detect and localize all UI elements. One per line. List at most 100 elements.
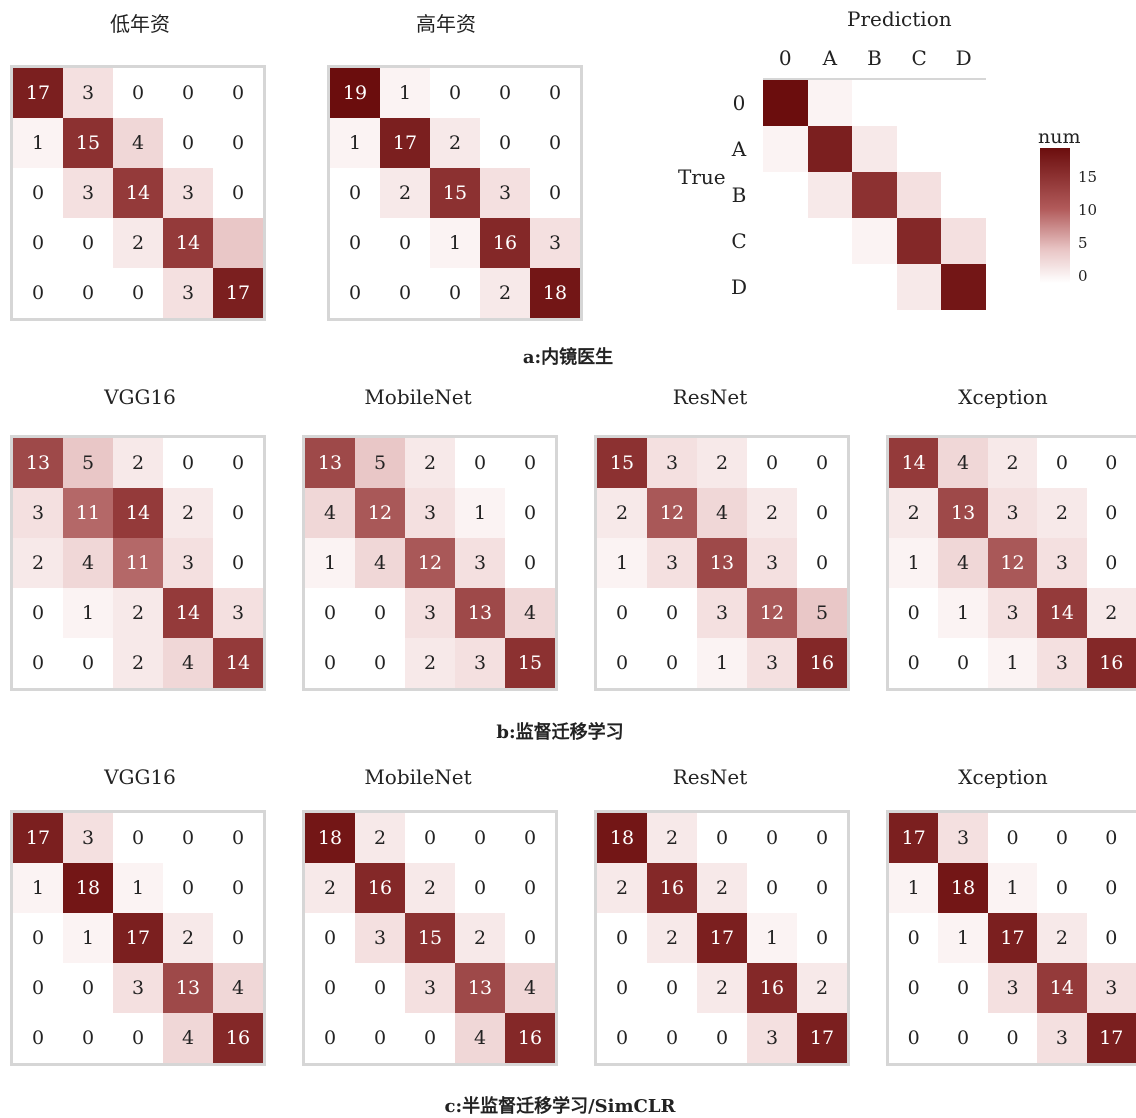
heatmap-cell: 0 — [1086, 813, 1136, 863]
heatmap-cell: 0 — [597, 1013, 647, 1063]
heatmap-cell: 0 — [213, 488, 263, 538]
heatmap-cell: 13 — [163, 963, 213, 1013]
heatmap-cell: 3 — [1037, 638, 1087, 688]
heatmap-cell: 0 — [530, 68, 580, 118]
heatmap-title: Xception — [958, 765, 1048, 789]
heatmap-cell: 14 — [113, 168, 163, 218]
heatmap-cell: 16 — [480, 218, 530, 268]
heatmap-cell: 3 — [13, 488, 63, 538]
heatmap-cell: 2 — [597, 863, 647, 913]
confusion-matrix-mobilenet-c: 18 2 0 0 0 2 16 2 0 0 0 3 15 2 0 0 0 3 13 4 0 0 0 4 16 — [302, 810, 558, 1066]
heatmap-cell: 0 — [305, 1013, 355, 1063]
heatmap-cell: 0 — [63, 963, 113, 1013]
heatmap-cell: 0 — [647, 638, 697, 688]
heatmap-cell: 14 — [213, 638, 263, 688]
heatmap-cell: 0 — [13, 218, 63, 268]
heatmap-cell: 3 — [1037, 538, 1087, 588]
heatmap-cell: 0 — [889, 1013, 939, 1063]
heatmap-cell: 14 — [163, 218, 213, 268]
heatmap-cell: 15 — [430, 168, 480, 218]
heatmap-cell: 16 — [647, 863, 697, 913]
heatmap-cell: 2 — [405, 438, 455, 488]
heatmap-cell: 1 — [63, 913, 113, 963]
heatmap-cell: 0 — [797, 438, 847, 488]
heatmap-title: MobileNet — [364, 765, 472, 789]
heatmap-cell: 3 — [697, 588, 747, 638]
heatmap-cell: 4 — [113, 118, 163, 168]
heatmap-cell: 2 — [480, 268, 530, 318]
heatmap-cell: 0 — [113, 1013, 163, 1063]
legend-colorbar — [1040, 148, 1070, 283]
heatmap-cell: 5 — [63, 438, 113, 488]
heatmap-cell: 3 — [987, 488, 1038, 538]
heatmap-cell: 0 — [330, 268, 380, 318]
heatmap-cell: 5 — [355, 438, 405, 488]
heatmap-cell: 4 — [163, 1013, 213, 1063]
heatmap-cell: 2 — [355, 813, 405, 863]
reference-cell — [763, 80, 808, 126]
heatmap-cell: 0 — [63, 268, 113, 318]
heatmap-cell: 0 — [1086, 863, 1136, 913]
heatmap-cell: 2 — [405, 638, 455, 688]
heatmap-cell: 3 — [113, 963, 163, 1013]
heatmap-cell: 17 — [987, 913, 1038, 963]
reference-cell — [807, 264, 853, 310]
heatmap-cell: 3 — [647, 538, 697, 588]
heatmap-cell: 0 — [938, 638, 988, 688]
heatmap-cell: 13 — [305, 438, 355, 488]
heatmap-title: 低年资 — [110, 12, 170, 36]
heatmap-cell: 12 — [987, 538, 1038, 588]
heatmap-cell: 0 — [63, 638, 113, 688]
heatmap-cell: 0 — [455, 813, 505, 863]
reference-top-border — [763, 78, 986, 81]
reference-y-tick: D — [730, 275, 748, 299]
heatmap-cell: 1 — [13, 118, 63, 168]
heatmap-cell: 0 — [455, 438, 505, 488]
heatmap-cell: 0 — [405, 813, 455, 863]
heatmap-cell: 16 — [213, 1013, 263, 1063]
heatmap-cell: 2 — [697, 963, 747, 1013]
reference-y-tick: A — [731, 137, 747, 161]
heatmap-cell: 1 — [889, 538, 939, 588]
heatmap-cell: 2 — [113, 218, 163, 268]
heatmap-cell: 18 — [305, 813, 355, 863]
heatmap-cell: 1 — [938, 913, 988, 963]
heatmap-cell: 0 — [163, 68, 213, 118]
heatmap-cell: 12 — [647, 488, 697, 538]
heatmap-cell: 1 — [938, 588, 988, 638]
heatmap-cell: 0 — [697, 1013, 747, 1063]
heatmap-cell: 17 — [213, 268, 263, 318]
reference-cell — [763, 264, 808, 310]
reference-cell — [807, 80, 853, 126]
heatmap-cell: 0 — [113, 68, 163, 118]
heatmap-cell: 1 — [987, 638, 1038, 688]
heatmap-title: Xception — [958, 385, 1048, 409]
heatmap-cell: 4 — [163, 638, 213, 688]
heatmap-cell: 2 — [163, 913, 213, 963]
confusion-matrix-senior: 19 1 0 0 0 1 17 2 0 0 0 2 15 3 0 0 0 1 16 3 0 0 0 2 18 — [327, 65, 583, 321]
confusion-matrix-junior: 17 3 0 0 0 1 15 4 0 0 0 3 14 3 0 0 0 2 14 0 0 0 3 17 — [10, 65, 266, 321]
heatmap-cell: 2 — [1086, 588, 1136, 638]
reference-cell — [852, 218, 897, 264]
heatmap-cell: 3 — [63, 68, 113, 118]
reference-x-tick: C — [911, 46, 927, 70]
reference-cell — [763, 172, 808, 218]
heatmap-cell: 0 — [1086, 913, 1136, 963]
heatmap-cell: 1 — [63, 588, 113, 638]
heatmap-cell: 0 — [938, 963, 988, 1013]
reference-x-tick: B — [867, 46, 882, 70]
heatmap-cell: 0 — [1086, 438, 1136, 488]
heatmap-cell: 0 — [505, 488, 555, 538]
reference-x-tick: D — [955, 46, 972, 70]
heatmap-cell: 3 — [530, 218, 580, 268]
heatmap-cell: 1 — [13, 863, 63, 913]
heatmap-cell: 2 — [647, 913, 697, 963]
heatmap-cell: 0 — [13, 1013, 63, 1063]
heatmap-cell: 13 — [13, 438, 63, 488]
heatmap-cell: 3 — [163, 268, 213, 318]
heatmap-cell: 0 — [597, 913, 647, 963]
heatmap-cell: 3 — [405, 963, 455, 1013]
heatmap-cell: 4 — [455, 1013, 505, 1063]
heatmap-cell: 3 — [1037, 1013, 1087, 1063]
heatmap-title: 高年资 — [416, 12, 476, 36]
